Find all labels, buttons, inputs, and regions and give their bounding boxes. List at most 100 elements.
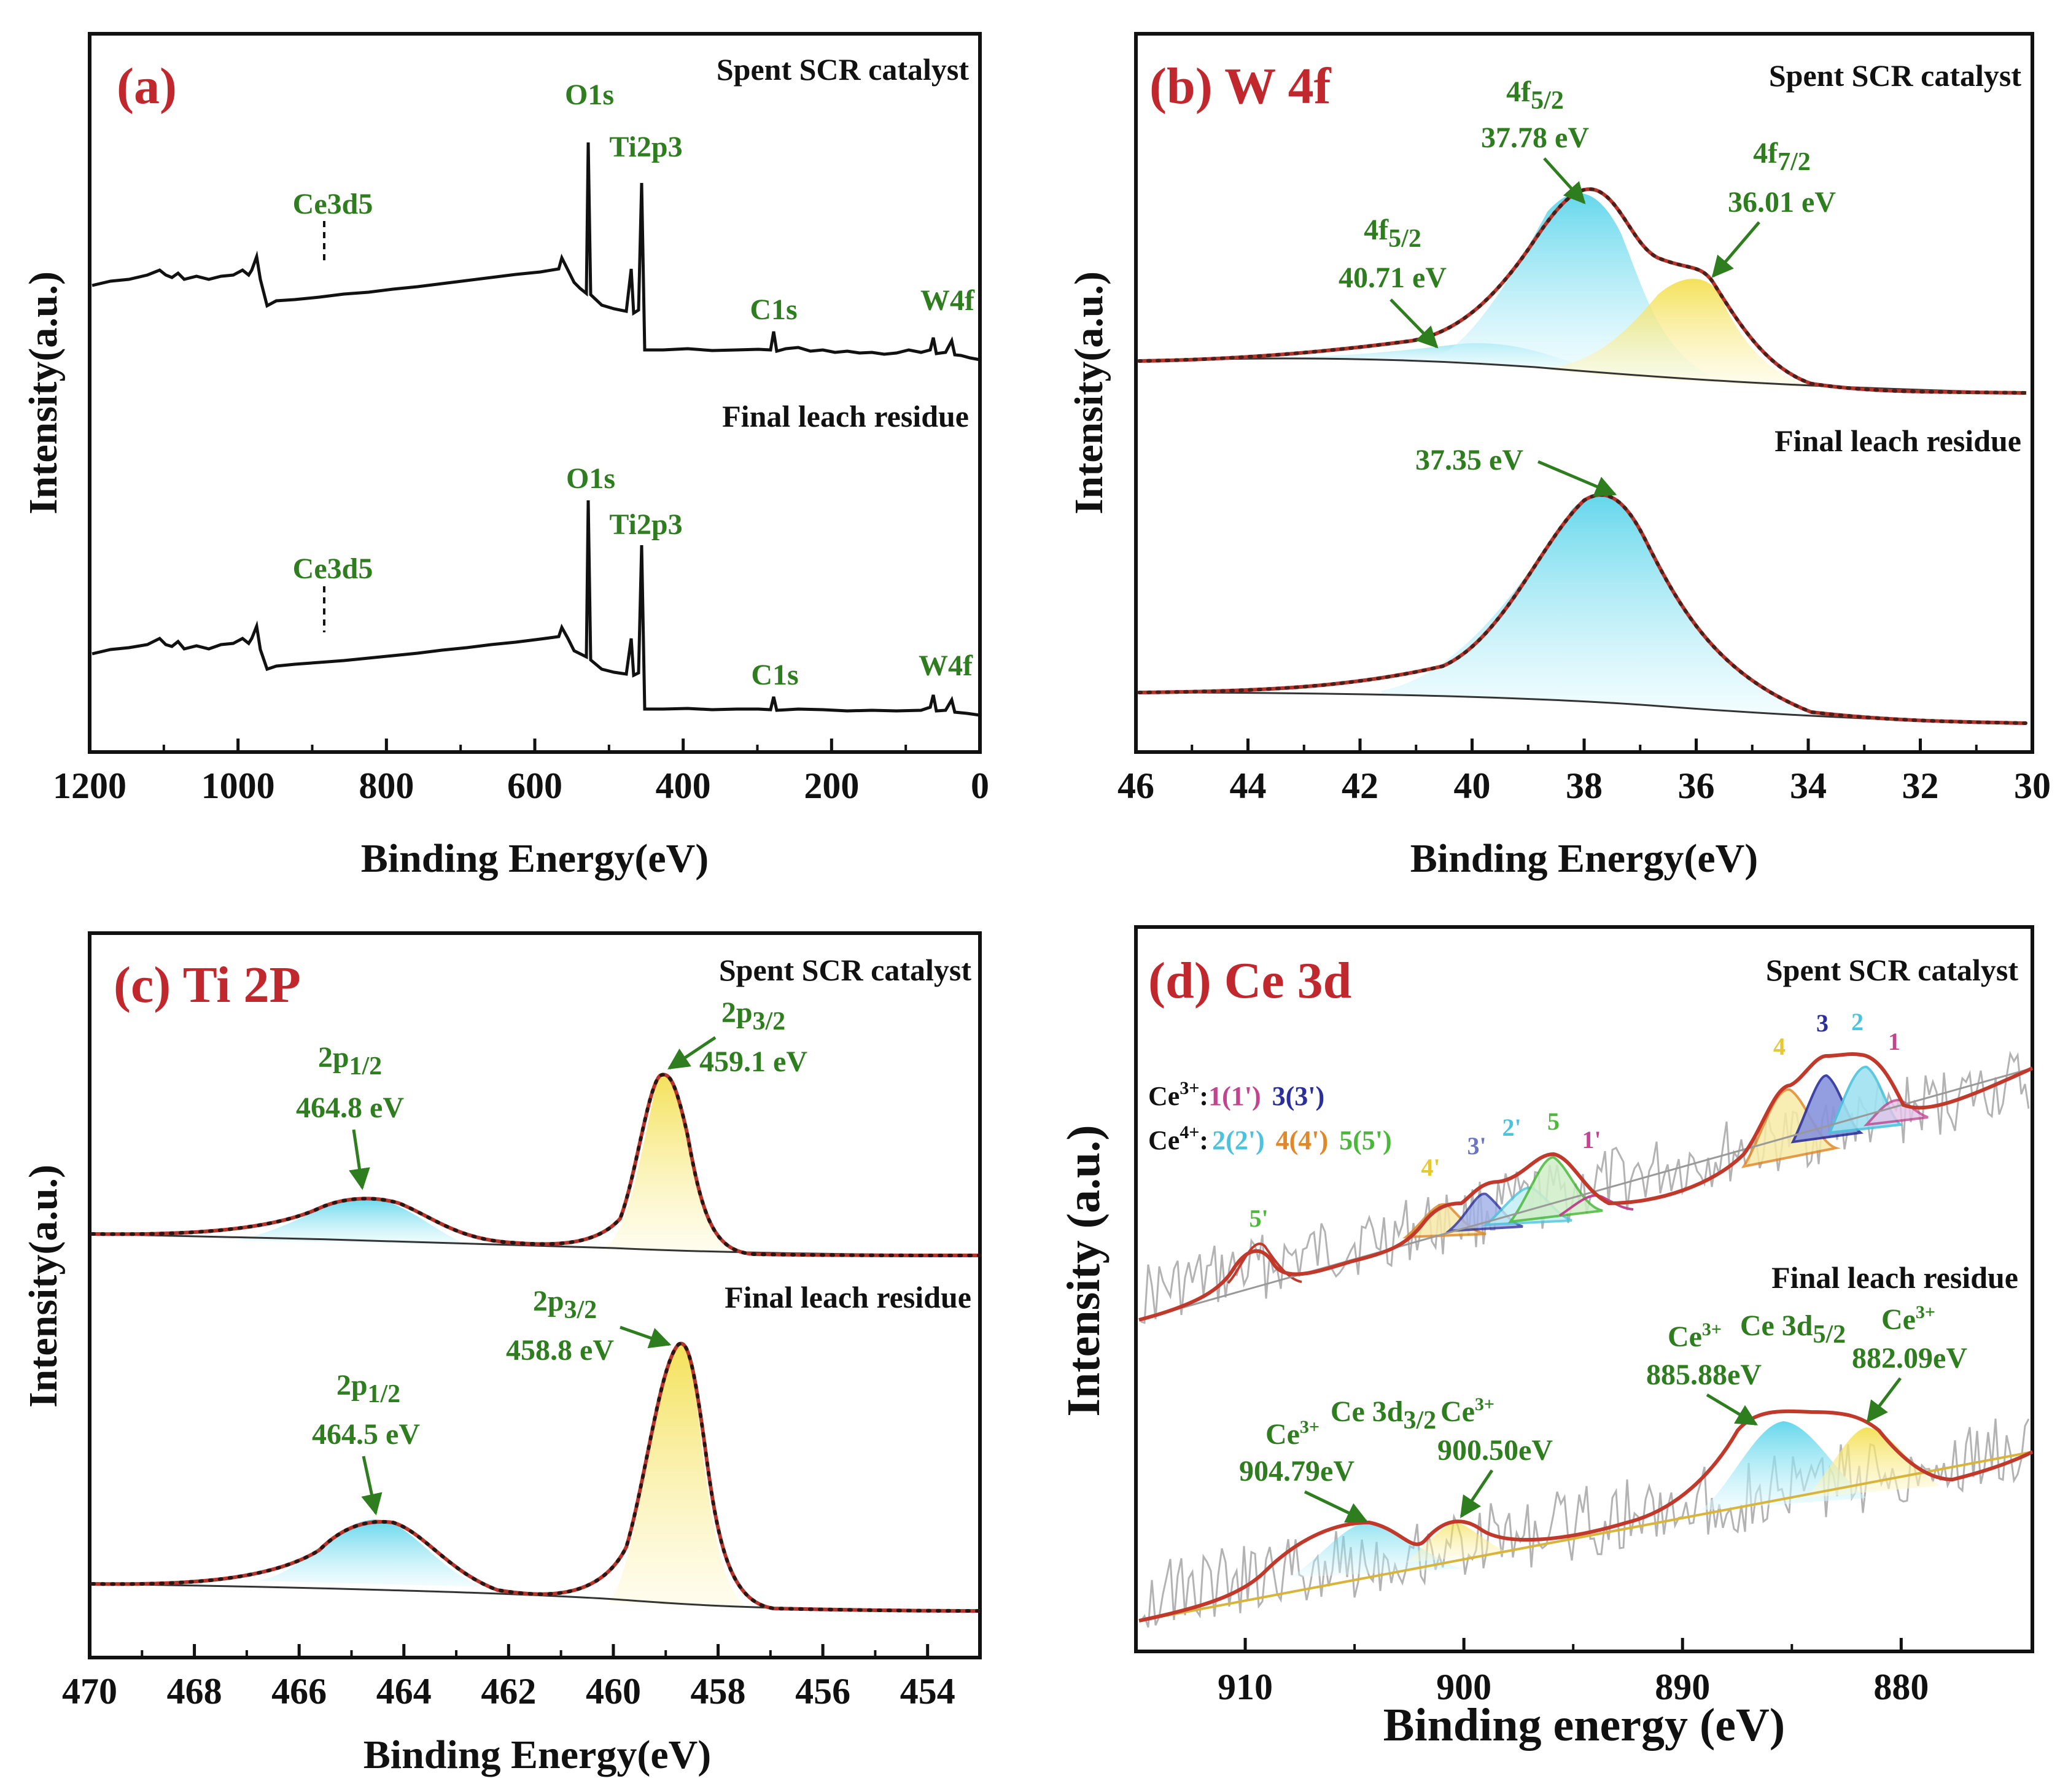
- panel-c-fit-2: [91, 1341, 981, 1613]
- panel-d-component-904: [1289, 1522, 1461, 1578]
- panel-b-peak-40-71-name: 4f5/2: [1364, 214, 1421, 253]
- panel-d-label-5p: 5': [1249, 1204, 1268, 1232]
- panel-b-tick-label: 36: [1678, 766, 1715, 806]
- panel-b-peak-37-78-value: 37.78 eV: [1481, 122, 1589, 154]
- panel-c-ylabel: Intensity(a.u.): [21, 1165, 66, 1408]
- panel-c: 470 468 466 464 462 460 458 456 454 (c) Ti 2P Bi…: [21, 931, 982, 1777]
- panel-d-tick-label: 880: [1873, 1667, 1929, 1707]
- panel-c-component-2p32-1: [602, 1074, 737, 1252]
- panel-b-tick-label: 34: [1790, 766, 1827, 806]
- panel-c-tick-label: 454: [900, 1671, 955, 1712]
- panel-c-xlabel: Binding Energy(eV): [363, 1732, 712, 1777]
- panel-a-w4f-label-1: W4f: [920, 284, 975, 317]
- panel-b-ylabel: Intensity(a.u.): [1067, 271, 1111, 514]
- panel-b-peak-37-35-value: 37.35 eV: [1415, 444, 1523, 476]
- panel-d-peak-904-79-name: Ce3+: [1265, 1417, 1320, 1451]
- panel-a-tick-label: 1000: [201, 766, 275, 806]
- panel-b-xlabel: Binding Energy(eV): [1410, 836, 1759, 881]
- panel-d-peak-900-50-arrow: [1459, 1469, 1494, 1518]
- panel-c-series-1-name: Spent SCR catalyst: [719, 953, 971, 987]
- panel-c-peak-464-5-arrow: [361, 1456, 383, 1516]
- panel-d-component-5: [1507, 1155, 1603, 1224]
- panel-d-peak-900-50-name: Ce3+: [1440, 1394, 1494, 1428]
- panel-d-peak-904-79-arrow: [1304, 1490, 1369, 1523]
- panel-d-component-882: [1805, 1427, 1940, 1498]
- panel-a-ti2p3-label-2: Ti2p3: [609, 508, 682, 541]
- panel-c-tick-label: 460: [586, 1671, 641, 1712]
- panel-b-data-1: [1137, 187, 2028, 395]
- panel-a-tick-label: 800: [359, 766, 414, 806]
- panel-c-component-2p12-1: [233, 1197, 467, 1245]
- panel-b-peak-40-71-value: 40.71 eV: [1339, 262, 1447, 294]
- panel-d-baseline-1: [1138, 1067, 2033, 1321]
- panel-c-peak-464-5-name: 2p1/2: [336, 1369, 400, 1408]
- panel-b-component-4f72: [1547, 279, 1817, 388]
- panel-d-label-1: 1: [1888, 1028, 1900, 1055]
- panel-d-baseline-2: [1138, 1451, 2033, 1622]
- panel-d-tick-label: 890: [1655, 1667, 1710, 1707]
- panel-d-label-5: 5: [1547, 1107, 1560, 1135]
- panel-c-component-2p32-2: [608, 1344, 749, 1608]
- panel-a-ti2p3-label-1: Ti2p3: [609, 131, 682, 163]
- panel-b-tick-label: 40: [1454, 766, 1491, 806]
- panel-c-peak-459-1-arrow: [667, 1036, 717, 1070]
- panel-d-peak-885-88-arrow: [1706, 1393, 1759, 1426]
- panel-c-tick-label: 456: [795, 1671, 850, 1712]
- panel-d-peak-904-79-value: 904.79eV: [1239, 1455, 1355, 1488]
- panel-d-label-3: 3: [1816, 1009, 1829, 1037]
- panel-c-data-2: [90, 1341, 982, 1613]
- panel-c-tick-label: 462: [481, 1671, 536, 1712]
- panel-a-tick-label: 600: [507, 766, 562, 806]
- panel-c-tick-label: 464: [376, 1671, 432, 1712]
- panel-a-c1s-label-1: C1s: [750, 293, 797, 326]
- panel-d-series-2-name: Final leach residue: [1771, 1260, 2018, 1295]
- panel-c-peak-458-8-name: 2p3/2: [533, 1285, 597, 1324]
- panel-d-label-4: 4: [1773, 1033, 1786, 1060]
- panel-c-series-2-name: Final leach residue: [725, 1280, 971, 1314]
- panel-c-tick-label: 468: [167, 1671, 222, 1712]
- panel-d-label-2: 2: [1851, 1008, 1864, 1036]
- panel-b-title: (b) W 4f: [1149, 58, 1332, 115]
- panel-b-tick-label: 38: [1566, 766, 1603, 806]
- panel-b-peak-40-71-arrow: [1390, 298, 1439, 349]
- panel-d-tick-label: 900: [1436, 1667, 1491, 1707]
- panel-c-peak-464-8-value: 464.8 eV: [296, 1092, 404, 1124]
- panel-c-tick-label: 470: [62, 1671, 117, 1712]
- panel-d-group-3d52: Ce 3d5/2: [1740, 1309, 1846, 1349]
- panel-b-tick-label: 30: [2014, 766, 2051, 806]
- panel-d-group-3d32: Ce 3d3/2: [1331, 1395, 1436, 1435]
- panel-b-peak-37-78-name: 4f5/2: [1506, 76, 1564, 115]
- panel-d-label-1p: 1': [1582, 1126, 1601, 1154]
- panel-a-tick-label: 200: [804, 766, 859, 806]
- panel-c-fit-1: [91, 1072, 981, 1257]
- panel-a-tick-label: 1200: [53, 766, 126, 806]
- panel-c-x-ticks: 470 468 466 464 462 460 458 456 454: [62, 1644, 955, 1712]
- panel-a-title: (a): [117, 58, 177, 115]
- panel-d-legend-ce3: Ce3+:1(1') 3(3'): [1148, 1078, 1324, 1111]
- panel-b-data-2: [1137, 493, 2028, 725]
- panel-b-component-residue: [1382, 495, 1811, 715]
- panel-d-peak-882-09-arrow: [1866, 1377, 1902, 1423]
- panel-b-tick-label: 32: [1902, 766, 1939, 806]
- panel-d-peak-882-09-name: Ce3+: [1881, 1302, 1935, 1336]
- panel-d-peak-885-88-name: Ce3+: [1668, 1319, 1722, 1353]
- panel-a-tick-label: 400: [656, 766, 711, 806]
- panel-a-ce3d5-label-1: Ce3d5: [293, 188, 373, 220]
- panel-d-frame: [1134, 925, 2034, 1653]
- panel-d-label-3p: 3': [1467, 1132, 1486, 1160]
- panel-c-peak-464-8-name: 2p1/2: [318, 1041, 382, 1080]
- panel-c-component-2p12-2: [258, 1519, 485, 1587]
- panel-b-tick-label: 44: [1230, 766, 1267, 806]
- panel-b-series-2-name: Final leach residue: [1774, 424, 2021, 458]
- panel-d-title: (d) Ce 3d: [1148, 952, 1351, 1009]
- panel-c-tick-label: 458: [691, 1671, 746, 1712]
- panel-a-tick-label: 0: [971, 766, 989, 806]
- panel-d-fit-2: [1138, 1409, 2034, 1623]
- panel-a-ylabel: Intensity(a.u.): [21, 271, 66, 514]
- panel-b: 46 44 42 40 38 36 34 32 30 (b) W 4f Binding Ener…: [1067, 32, 2051, 881]
- panel-b-series-1-name: Spent SCR catalyst: [1769, 58, 2021, 93]
- panel-a-c1s-label-2: C1s: [751, 659, 798, 691]
- panel-d-peak-900-50-value: 900.50eV: [1437, 1434, 1553, 1467]
- panel-a-series-2-name: Final leach residue: [722, 399, 969, 433]
